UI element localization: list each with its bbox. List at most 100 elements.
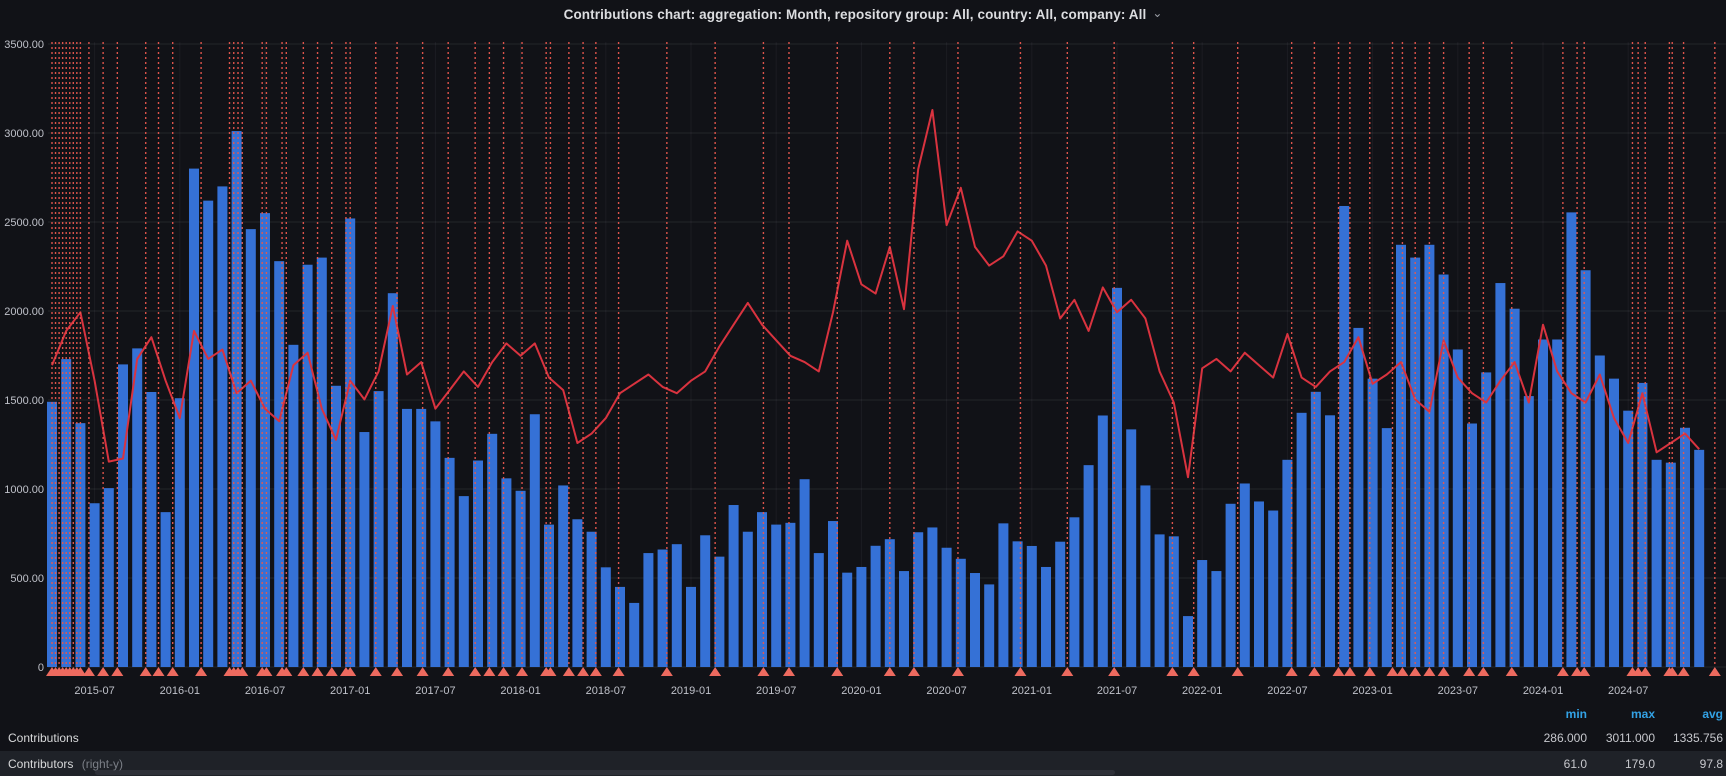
bar[interactable]	[998, 523, 1009, 667]
bar[interactable]	[1566, 212, 1577, 667]
bar[interactable]	[870, 545, 881, 667]
bar[interactable]	[1310, 391, 1321, 667]
annotation-marker[interactable]	[1708, 667, 1721, 676]
bar[interactable]	[1495, 283, 1506, 667]
annotation-marker[interactable]	[1332, 667, 1345, 676]
bar[interactable]	[47, 401, 57, 667]
legend-series-label[interactable]: Contributors	[8, 756, 74, 771]
bar[interactable]	[1665, 462, 1676, 667]
annotation-marker[interactable]	[1187, 667, 1200, 676]
bar[interactable]	[1594, 355, 1605, 668]
bar[interactable]	[1367, 378, 1378, 667]
bar[interactable]	[629, 602, 640, 667]
annotation-marker[interactable]	[111, 667, 124, 676]
horizontal-scrollbar[interactable]	[95, 770, 1115, 775]
legend-header-min[interactable]: min	[1565, 706, 1587, 721]
annotation-marker[interactable]	[344, 667, 357, 676]
annotation-marker[interactable]	[260, 667, 273, 676]
bar[interactable]	[402, 408, 412, 667]
bar[interactable]	[941, 547, 952, 667]
bar[interactable]	[558, 485, 569, 667]
bar[interactable]	[75, 423, 86, 667]
bar[interactable]	[1197, 560, 1208, 667]
annotation-marker[interactable]	[562, 667, 575, 676]
bar[interactable]	[1225, 503, 1236, 667]
bar[interactable]	[813, 553, 824, 667]
bar[interactable]	[785, 522, 796, 667]
annotation-marker[interactable]	[139, 667, 152, 676]
annotation-marker[interactable]	[483, 667, 496, 676]
bar[interactable]	[217, 186, 228, 667]
bar[interactable]	[1481, 372, 1492, 667]
bar[interactable]	[260, 213, 270, 667]
bar[interactable]	[487, 433, 498, 667]
annotation-marker[interactable]	[1308, 667, 1321, 676]
bar[interactable]	[600, 567, 611, 667]
legend-row-contributions[interactable]: Contributions 286.000 3011.000 1335.756	[0, 724, 1726, 751]
bar[interactable]	[1012, 541, 1023, 667]
bar[interactable]	[615, 586, 625, 667]
bar[interactable]	[1452, 349, 1463, 667]
annotation-marker[interactable]	[280, 667, 293, 676]
bar[interactable]	[984, 584, 995, 667]
annotation-marker[interactable]	[1666, 667, 1679, 676]
bar[interactable]	[387, 293, 398, 667]
bar[interactable]	[899, 571, 909, 667]
bar[interactable]	[742, 531, 753, 667]
bar[interactable]	[288, 344, 299, 667]
bar[interactable]	[714, 556, 725, 667]
annotation-marker[interactable]	[297, 667, 310, 676]
bar[interactable]	[1055, 541, 1066, 667]
bar[interactable]	[1339, 205, 1350, 668]
bar[interactable]	[274, 261, 285, 667]
annotation-marker[interactable]	[782, 667, 795, 676]
bar[interactable]	[913, 532, 924, 667]
annotation-marker[interactable]	[152, 667, 165, 676]
bar[interactable]	[1183, 616, 1193, 667]
bar[interactable]	[118, 364, 128, 667]
bar[interactable]	[572, 519, 583, 667]
annotation-marker[interactable]	[1556, 667, 1569, 676]
bar[interactable]	[700, 535, 711, 667]
annotation-marker[interactable]	[416, 667, 429, 676]
bar[interactable]	[1254, 501, 1264, 667]
bar[interactable]	[1041, 566, 1051, 667]
bar[interactable]	[231, 131, 242, 668]
annotation-marker[interactable]	[1463, 667, 1476, 676]
bar[interactable]	[1396, 244, 1406, 667]
bar[interactable]	[373, 391, 384, 667]
bar[interactable]	[1211, 571, 1222, 667]
annotation-marker[interactable]	[589, 667, 602, 676]
bar[interactable]	[89, 503, 100, 667]
bar[interactable]	[1353, 327, 1364, 667]
annotation-marker[interactable]	[1014, 667, 1027, 676]
bar[interactable]	[473, 460, 483, 667]
legend-header-max[interactable]: max	[1630, 706, 1655, 721]
legend-series-label[interactable]: Contributions	[8, 730, 79, 745]
annotation-marker[interactable]	[325, 667, 338, 676]
annotation-marker[interactable]	[1231, 667, 1244, 676]
bar[interactable]	[856, 566, 867, 667]
annotation-marker[interactable]	[369, 667, 382, 676]
bar[interactable]	[302, 264, 313, 667]
bar[interactable]	[1580, 270, 1591, 667]
bar[interactable]	[1026, 545, 1037, 667]
bar[interactable]	[1097, 415, 1108, 667]
bar[interactable]	[728, 505, 739, 667]
bar[interactable]	[927, 527, 938, 667]
bar[interactable]	[1239, 483, 1250, 667]
bar[interactable]	[203, 200, 214, 667]
bar[interactable]	[1154, 534, 1165, 667]
annotation-marker[interactable]	[516, 667, 529, 676]
bar[interactable]	[771, 524, 782, 667]
annotation-marker[interactable]	[1166, 667, 1179, 676]
bar[interactable]	[586, 531, 597, 667]
bar[interactable]	[1112, 287, 1122, 667]
bar[interactable]	[1268, 510, 1279, 667]
annotation-marker[interactable]	[883, 667, 896, 676]
annotation-marker[interactable]	[82, 667, 95, 676]
bar[interactable]	[174, 398, 185, 667]
bar[interactable]	[671, 544, 682, 667]
annotation-marker[interactable]	[442, 667, 455, 676]
annotation-marker[interactable]	[1639, 667, 1652, 676]
